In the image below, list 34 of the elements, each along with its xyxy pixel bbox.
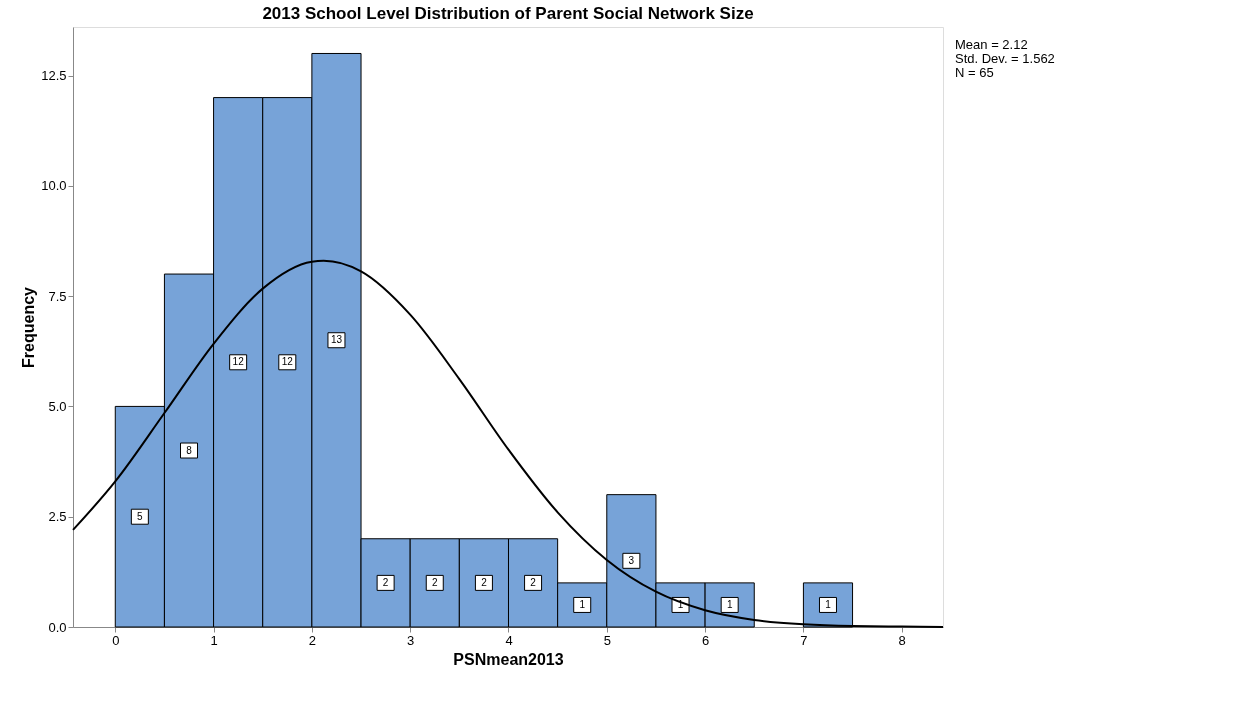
x-tick-label: 1 (210, 632, 218, 648)
text: Std. Dev. = 1.562 (955, 51, 1055, 66)
data-label: 1 (579, 598, 586, 610)
x-tick-label: 4 (505, 632, 513, 648)
data-label: 1 (825, 598, 832, 610)
data-label: 8 (186, 444, 193, 456)
data-label: 2 (530, 576, 537, 588)
y-tick-label: 10.0 (41, 178, 67, 194)
data-label: 3 (628, 554, 635, 566)
y-tick-label: 7.5 (48, 288, 67, 304)
y-tick-label: 0.0 (48, 619, 67, 635)
x-tick-label: 6 (701, 632, 710, 648)
data-label: 12 (281, 356, 294, 368)
data-label: 5 (137, 510, 144, 522)
data-label: 2 (382, 576, 389, 588)
y-axis-title: Frequency (20, 286, 38, 368)
text: N = 65 (955, 65, 994, 80)
text: Mean = 2.12 (955, 37, 1028, 52)
y-tick-label: 5.0 (48, 398, 67, 414)
x-tick-label: 5 (603, 632, 611, 648)
x-axis-title: PSNmean2013 (453, 650, 564, 668)
x-tick-label: 2 (308, 632, 316, 648)
x-tick-label: 0 (112, 632, 120, 648)
data-label: 13 (330, 334, 343, 346)
chart-title: 2013 School Level Distribution of Parent Social Network Size (262, 4, 754, 23)
data-label: 2 (481, 576, 488, 588)
y-tick-label: 12.5 (41, 68, 67, 84)
data-label: 12 (232, 356, 245, 368)
data-label: 1 (726, 598, 733, 610)
x-tick-label: 8 (898, 632, 906, 648)
data-label: 2 (431, 576, 438, 588)
x-tick-label: 3 (407, 632, 415, 648)
x-tick-label: 7 (800, 632, 808, 648)
y-tick-label: 2.5 (48, 509, 67, 525)
